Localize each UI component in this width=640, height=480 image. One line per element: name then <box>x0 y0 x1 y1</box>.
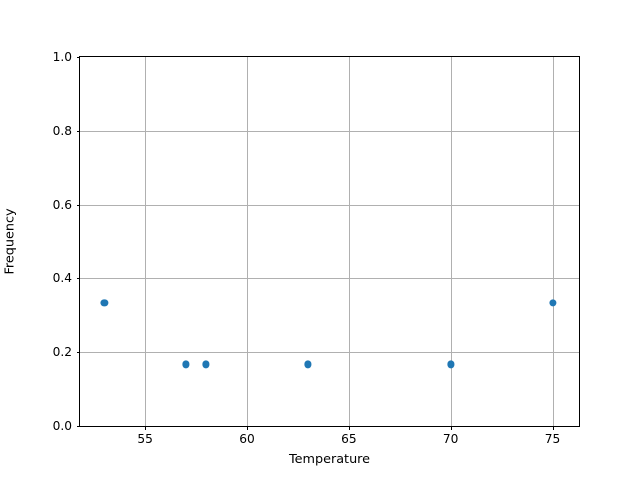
y-gridline <box>80 130 579 132</box>
y-tick-label: 0.0 <box>52 419 72 433</box>
scatter-point <box>447 360 455 368</box>
x-tick-label: 60 <box>239 432 255 446</box>
x-tick-label: 65 <box>341 432 357 446</box>
y-tick-mark <box>76 130 80 132</box>
x-tick-mark <box>247 426 248 430</box>
x-tick-label: 75 <box>544 432 561 446</box>
y-tick-label: 0.4 <box>52 271 72 286</box>
x-tick-mark <box>348 426 350 430</box>
y-axis-label-text: Frequency <box>2 208 18 275</box>
y-tick-mark <box>76 57 80 58</box>
y-tick-mark <box>76 278 80 280</box>
scatter-point <box>182 360 190 368</box>
scatter-point <box>304 360 312 368</box>
scatter-point <box>100 299 109 307</box>
x-gridline <box>348 57 350 426</box>
x-tick-label: 70 <box>442 432 459 446</box>
y-tick-mark <box>76 204 80 206</box>
y-tick-mark <box>76 352 80 354</box>
plot-axes-area: 0.0 0.2 0.4 0.6 0.8 1.0 55 60 65 70 75 <box>53 50 580 446</box>
y-gridline <box>80 278 579 280</box>
x-gridline <box>552 57 554 426</box>
y-gridline <box>80 352 579 354</box>
x-gridline <box>450 57 452 426</box>
x-gridline <box>247 57 248 426</box>
y-gridline <box>80 204 579 206</box>
y-tick-label: 0.6 <box>52 197 72 212</box>
x-tick-label: 55 <box>137 432 153 446</box>
x-axis-label: Temperature <box>288 452 371 467</box>
scatter-point <box>202 360 210 368</box>
scatter-point <box>548 299 557 307</box>
y-axis-label: Frequency <box>0 56 20 427</box>
x-tick-mark <box>145 426 147 430</box>
y-tick-label: 0.8 <box>52 123 72 138</box>
y-tick-label: 1.0 <box>52 50 72 64</box>
x-tick-mark <box>450 426 452 430</box>
x-gridline <box>145 57 147 426</box>
y-tick-label: 0.2 <box>52 345 72 360</box>
x-tick-mark <box>552 426 554 430</box>
y-tick-mark <box>76 426 80 427</box>
